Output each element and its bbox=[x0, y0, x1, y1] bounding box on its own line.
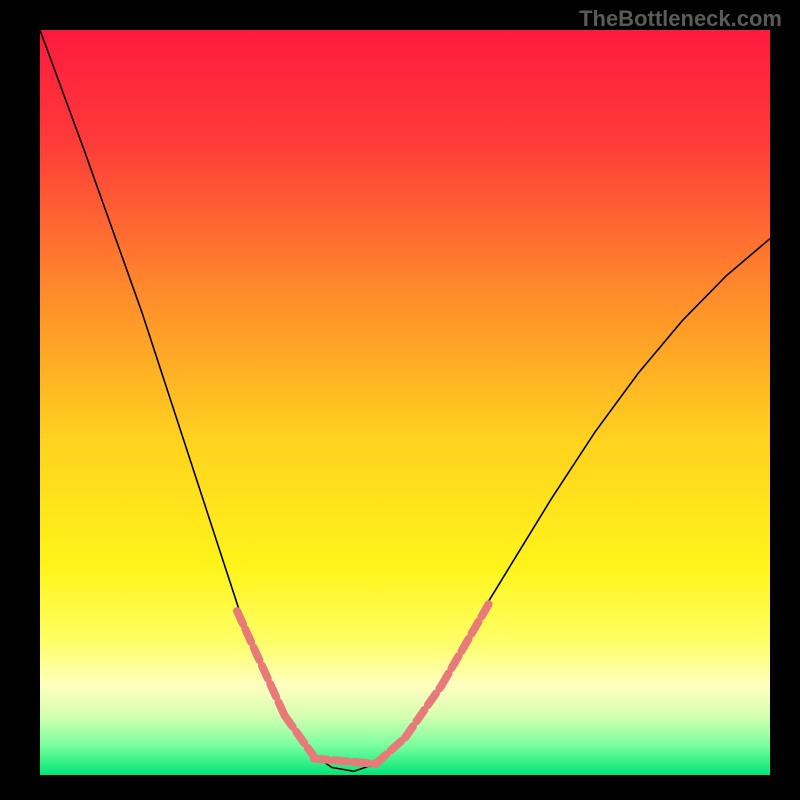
gradient-background bbox=[40, 30, 770, 775]
plot-svg bbox=[40, 30, 770, 775]
watermark-text: TheBottleneck.com bbox=[579, 6, 782, 32]
dash-segment bbox=[314, 759, 376, 764]
chart-container: TheBottleneck.com bbox=[0, 0, 800, 800]
